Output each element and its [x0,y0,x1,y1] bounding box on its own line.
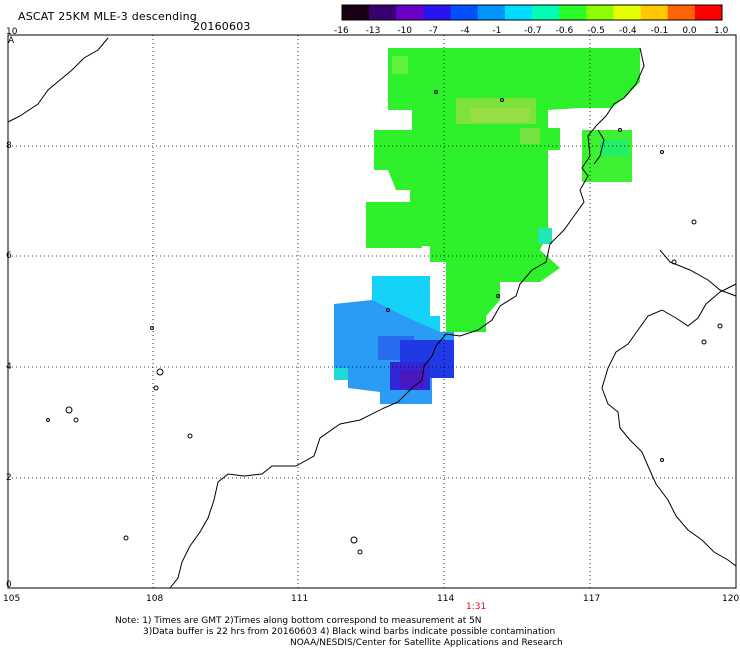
palawan-coast [593,129,605,165]
colorbar-swatch [504,5,533,20]
colorbar-swatch [667,5,696,20]
island [691,219,697,225]
map-title: ASCAT 25KM MLE-3 descending [18,10,197,23]
swath-cell [600,140,628,156]
swath-green-north [374,48,640,332]
island [187,433,193,439]
colorbar-label: -0.1 [650,26,669,36]
lon-label-111: 111 [291,594,309,604]
coastlines [7,37,737,589]
colorbar-swatch [423,5,452,20]
lon-label-108: 108 [146,594,164,604]
swath-cyan [372,276,440,332]
colorbar-label: -16 [334,26,349,36]
island [156,368,164,376]
swath-cell [538,228,552,244]
colorbar-label: -4 [460,26,470,36]
island [618,128,622,132]
colorbar-swatch [613,5,642,20]
lat-label-2: 2 [6,473,12,483]
colorbar-border [341,4,723,21]
gulf-coastline [7,37,109,123]
colorbar-label: -10 [397,26,413,36]
island [434,90,438,94]
island [73,417,79,423]
island [350,536,358,544]
colorbar-swatch [342,5,370,20]
lat-label-6: 6 [6,251,12,261]
island [386,308,390,312]
island [496,294,500,298]
borneo-coastline [601,283,737,567]
island [150,326,154,330]
colorbar-label: 0.0 [682,26,697,36]
colorbar-label: -0.7 [524,26,542,36]
colorbar-swatch [586,5,614,20]
colorbar-swatch [369,5,397,20]
island [500,98,504,102]
swath-data [334,48,640,404]
swath-cell [400,370,424,388]
lon-label-117: 117 [583,594,601,604]
colorbar-label: -13 [365,26,381,36]
lat-label-10: 10 [6,27,18,37]
colorbar-label: -0.4 [619,26,637,36]
footer-note-1: Note: 1) Times are GMT 2)Times along bot… [115,616,482,626]
colorbar-swatch [396,5,424,20]
lat-label-0: 0 [6,580,12,590]
island [123,535,129,541]
colorbar-label: -1 [492,26,502,36]
colorbar-swatch [640,5,669,20]
colorbar-swatch [477,5,506,20]
swath-time-label: 1:31 [466,602,487,612]
lon-label-120: 120 [722,594,740,604]
island [717,323,723,329]
footer-note-3: NOAA/NESDIS/Center for Satellite Applica… [290,638,563,648]
swath-cell [392,56,408,74]
colorbar-label: 1.0 [714,26,729,36]
island [46,418,50,422]
swath-green-west [366,202,422,248]
colorbar-label: -7 [429,26,438,36]
island [660,458,664,462]
lat-label-4: 4 [6,362,12,372]
island [357,549,363,555]
swath-cell [470,108,530,122]
island [671,259,677,265]
colorbar-swatch [450,5,479,20]
colorbar-swatch [532,5,560,20]
colorbar-swatch [694,5,723,20]
graticule [8,35,736,588]
map-date: 20160603 [193,20,251,33]
borneo-north [659,249,737,297]
lon-label-114: 114 [437,594,455,604]
corner-label: A [8,36,15,46]
colorbar [341,4,723,21]
footer-note-2: 3)Data buffer is 22 hrs from 20160603 4)… [143,627,556,637]
swath-cell [334,368,348,380]
colorbar-swatch [559,5,587,20]
lon-label-105: 105 [3,594,21,604]
swath-cell [520,128,540,144]
island [65,406,73,414]
island [660,150,664,154]
vietnam-coastline [169,47,645,589]
colorbar-label: -0.6 [555,26,574,36]
island [153,385,159,391]
island [701,339,707,345]
lat-label-8: 8 [6,141,12,151]
colorbar-label: -0.5 [587,26,605,36]
